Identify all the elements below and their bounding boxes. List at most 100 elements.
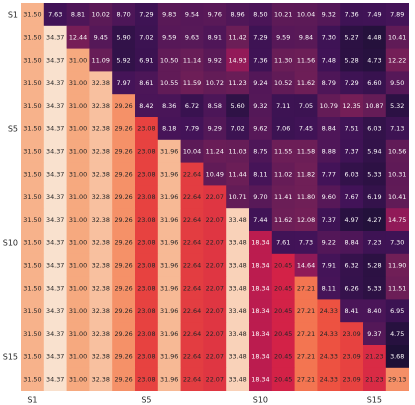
heatmap-cell-label: 22.07 <box>206 193 224 201</box>
heatmap-cell-label: 9.60 <box>322 193 336 201</box>
heatmap-cell <box>385 208 409 232</box>
heatmap-cell-label: 8.61 <box>139 79 153 87</box>
heatmap-cell-label: 8.70 <box>116 11 130 19</box>
heatmap-cell-label: 8.79 <box>322 79 336 87</box>
heatmap-cell-label: 32.38 <box>92 125 110 133</box>
heatmap-cell-label: 7.36 <box>344 11 358 19</box>
heatmap-cell <box>271 276 295 300</box>
heatmap-cell-label: 7.67 <box>344 193 358 201</box>
heatmap-cell <box>363 25 387 49</box>
heatmap-cell-label: 31.00 <box>69 102 87 110</box>
heatmap-cell-label: 8.96 <box>230 11 244 19</box>
heatmap-cell-label: 5.28 <box>367 262 381 270</box>
heatmap-cell-label: 20.45 <box>274 307 292 315</box>
heatmap-cell <box>363 71 387 95</box>
heatmap-cell <box>135 3 159 27</box>
heatmap-cell <box>66 48 90 72</box>
heatmap-cell <box>135 94 159 118</box>
heatmap-cell-label: 23.08 <box>137 216 155 224</box>
heatmap-cell <box>226 322 250 346</box>
heatmap-cell-label: 6.19 <box>367 193 381 201</box>
heatmap-cell-label: 6.95 <box>390 307 404 315</box>
heatmap-cell-label: 4.73 <box>367 56 381 64</box>
heatmap-cell-label: 10.55 <box>160 79 178 87</box>
heatmap-cell-label: 9.37 <box>367 330 381 338</box>
heatmap-cell-label: 3.68 <box>390 353 404 361</box>
heatmap-cell-label: 31.96 <box>160 148 178 156</box>
heatmap-cell <box>226 208 250 232</box>
heatmap-cell <box>112 322 136 346</box>
heatmap-cell-label: 9.83 <box>162 11 176 19</box>
heatmap-cell-label: 11.58 <box>297 148 315 156</box>
heatmap-cell <box>157 139 181 163</box>
heatmap-cell-label: 32.38 <box>92 79 110 87</box>
heatmap-cell <box>363 139 387 163</box>
heatmap-cell <box>21 367 45 391</box>
heatmap-cell <box>21 25 45 49</box>
heatmap-cell <box>43 231 67 255</box>
heatmap-cell-label: 11.44 <box>228 170 246 178</box>
heatmap-cell-label: 22.07 <box>206 262 224 270</box>
heatmap-cell-label: 32.38 <box>92 353 110 361</box>
heatmap-cell-label: 29.26 <box>114 376 132 384</box>
heatmap-cell <box>66 162 90 186</box>
heatmap-cell <box>385 25 409 49</box>
heatmap-cell-label: 12.35 <box>342 102 360 110</box>
heatmap-cell <box>317 322 341 346</box>
heatmap-cell-label: 29.26 <box>114 353 132 361</box>
heatmap-cell <box>157 345 181 369</box>
heatmap-cell-label: 29.26 <box>114 307 132 315</box>
heatmap-cell <box>66 253 90 277</box>
heatmap-cell <box>203 139 227 163</box>
heatmap-cell-label: 24.33 <box>320 376 338 384</box>
heatmap-cell-label: 7.45 <box>299 125 313 133</box>
heatmap-cell-label: 31.50 <box>23 125 41 133</box>
heatmap-cell-label: 22.07 <box>206 307 224 315</box>
heatmap-cell <box>294 322 318 346</box>
heatmap-cell-label: 23.08 <box>137 193 155 201</box>
heatmap-cell <box>226 94 250 118</box>
heatmap-cell <box>66 299 90 323</box>
heatmap-cell-label: 11.90 <box>388 262 406 270</box>
heatmap-cell <box>294 345 318 369</box>
heatmap-cell <box>340 231 364 255</box>
heatmap-cell <box>180 345 204 369</box>
heatmap-cell <box>89 117 113 141</box>
heatmap-cell <box>317 367 341 391</box>
heatmap-cell-label: 7.49 <box>367 11 381 19</box>
heatmap-cell-label: 27.21 <box>297 376 315 384</box>
heatmap-cell-label: 22.64 <box>183 170 201 178</box>
heatmap-cell-label: 31.96 <box>160 353 178 361</box>
heatmap-cell <box>43 48 67 72</box>
heatmap-cell <box>385 162 409 186</box>
heatmap-cell <box>135 299 159 323</box>
heatmap-cell <box>249 231 273 255</box>
heatmap-cell-label: 18.34 <box>251 307 269 315</box>
heatmap-cell <box>363 208 387 232</box>
heatmap-cell <box>226 48 250 72</box>
heatmap-cell-label: 10.04 <box>183 148 201 156</box>
heatmap-cell-label: 31.00 <box>69 262 87 270</box>
heatmap-cell-label: 23.08 <box>137 262 155 270</box>
heatmap-cell-label: 34.37 <box>46 34 64 42</box>
heatmap-cell-label: 23.08 <box>137 239 155 247</box>
heatmap-cell <box>226 117 250 141</box>
heatmap-cell <box>363 253 387 277</box>
heatmap-cell <box>317 162 341 186</box>
heatmap-cell-label: 31.00 <box>69 148 87 156</box>
heatmap-cell <box>135 117 159 141</box>
heatmap-cell <box>180 71 204 95</box>
heatmap-cell-label: 18.34 <box>251 239 269 247</box>
heatmap-cell-label: 9.45 <box>94 34 108 42</box>
heatmap-cell-label: 11.82 <box>297 170 315 178</box>
heatmap-cell <box>317 48 341 72</box>
heatmap-cell-label: 32.38 <box>92 330 110 338</box>
heatmap-cell <box>249 117 273 141</box>
heatmap-cell <box>340 25 364 49</box>
heatmap-cell-label: 18.34 <box>251 262 269 270</box>
heatmap-cell <box>271 71 295 95</box>
heatmap-cell-label: 9.32 <box>253 102 267 110</box>
heatmap-cell <box>21 3 45 27</box>
heatmap-cell-label: 23.09 <box>342 330 360 338</box>
